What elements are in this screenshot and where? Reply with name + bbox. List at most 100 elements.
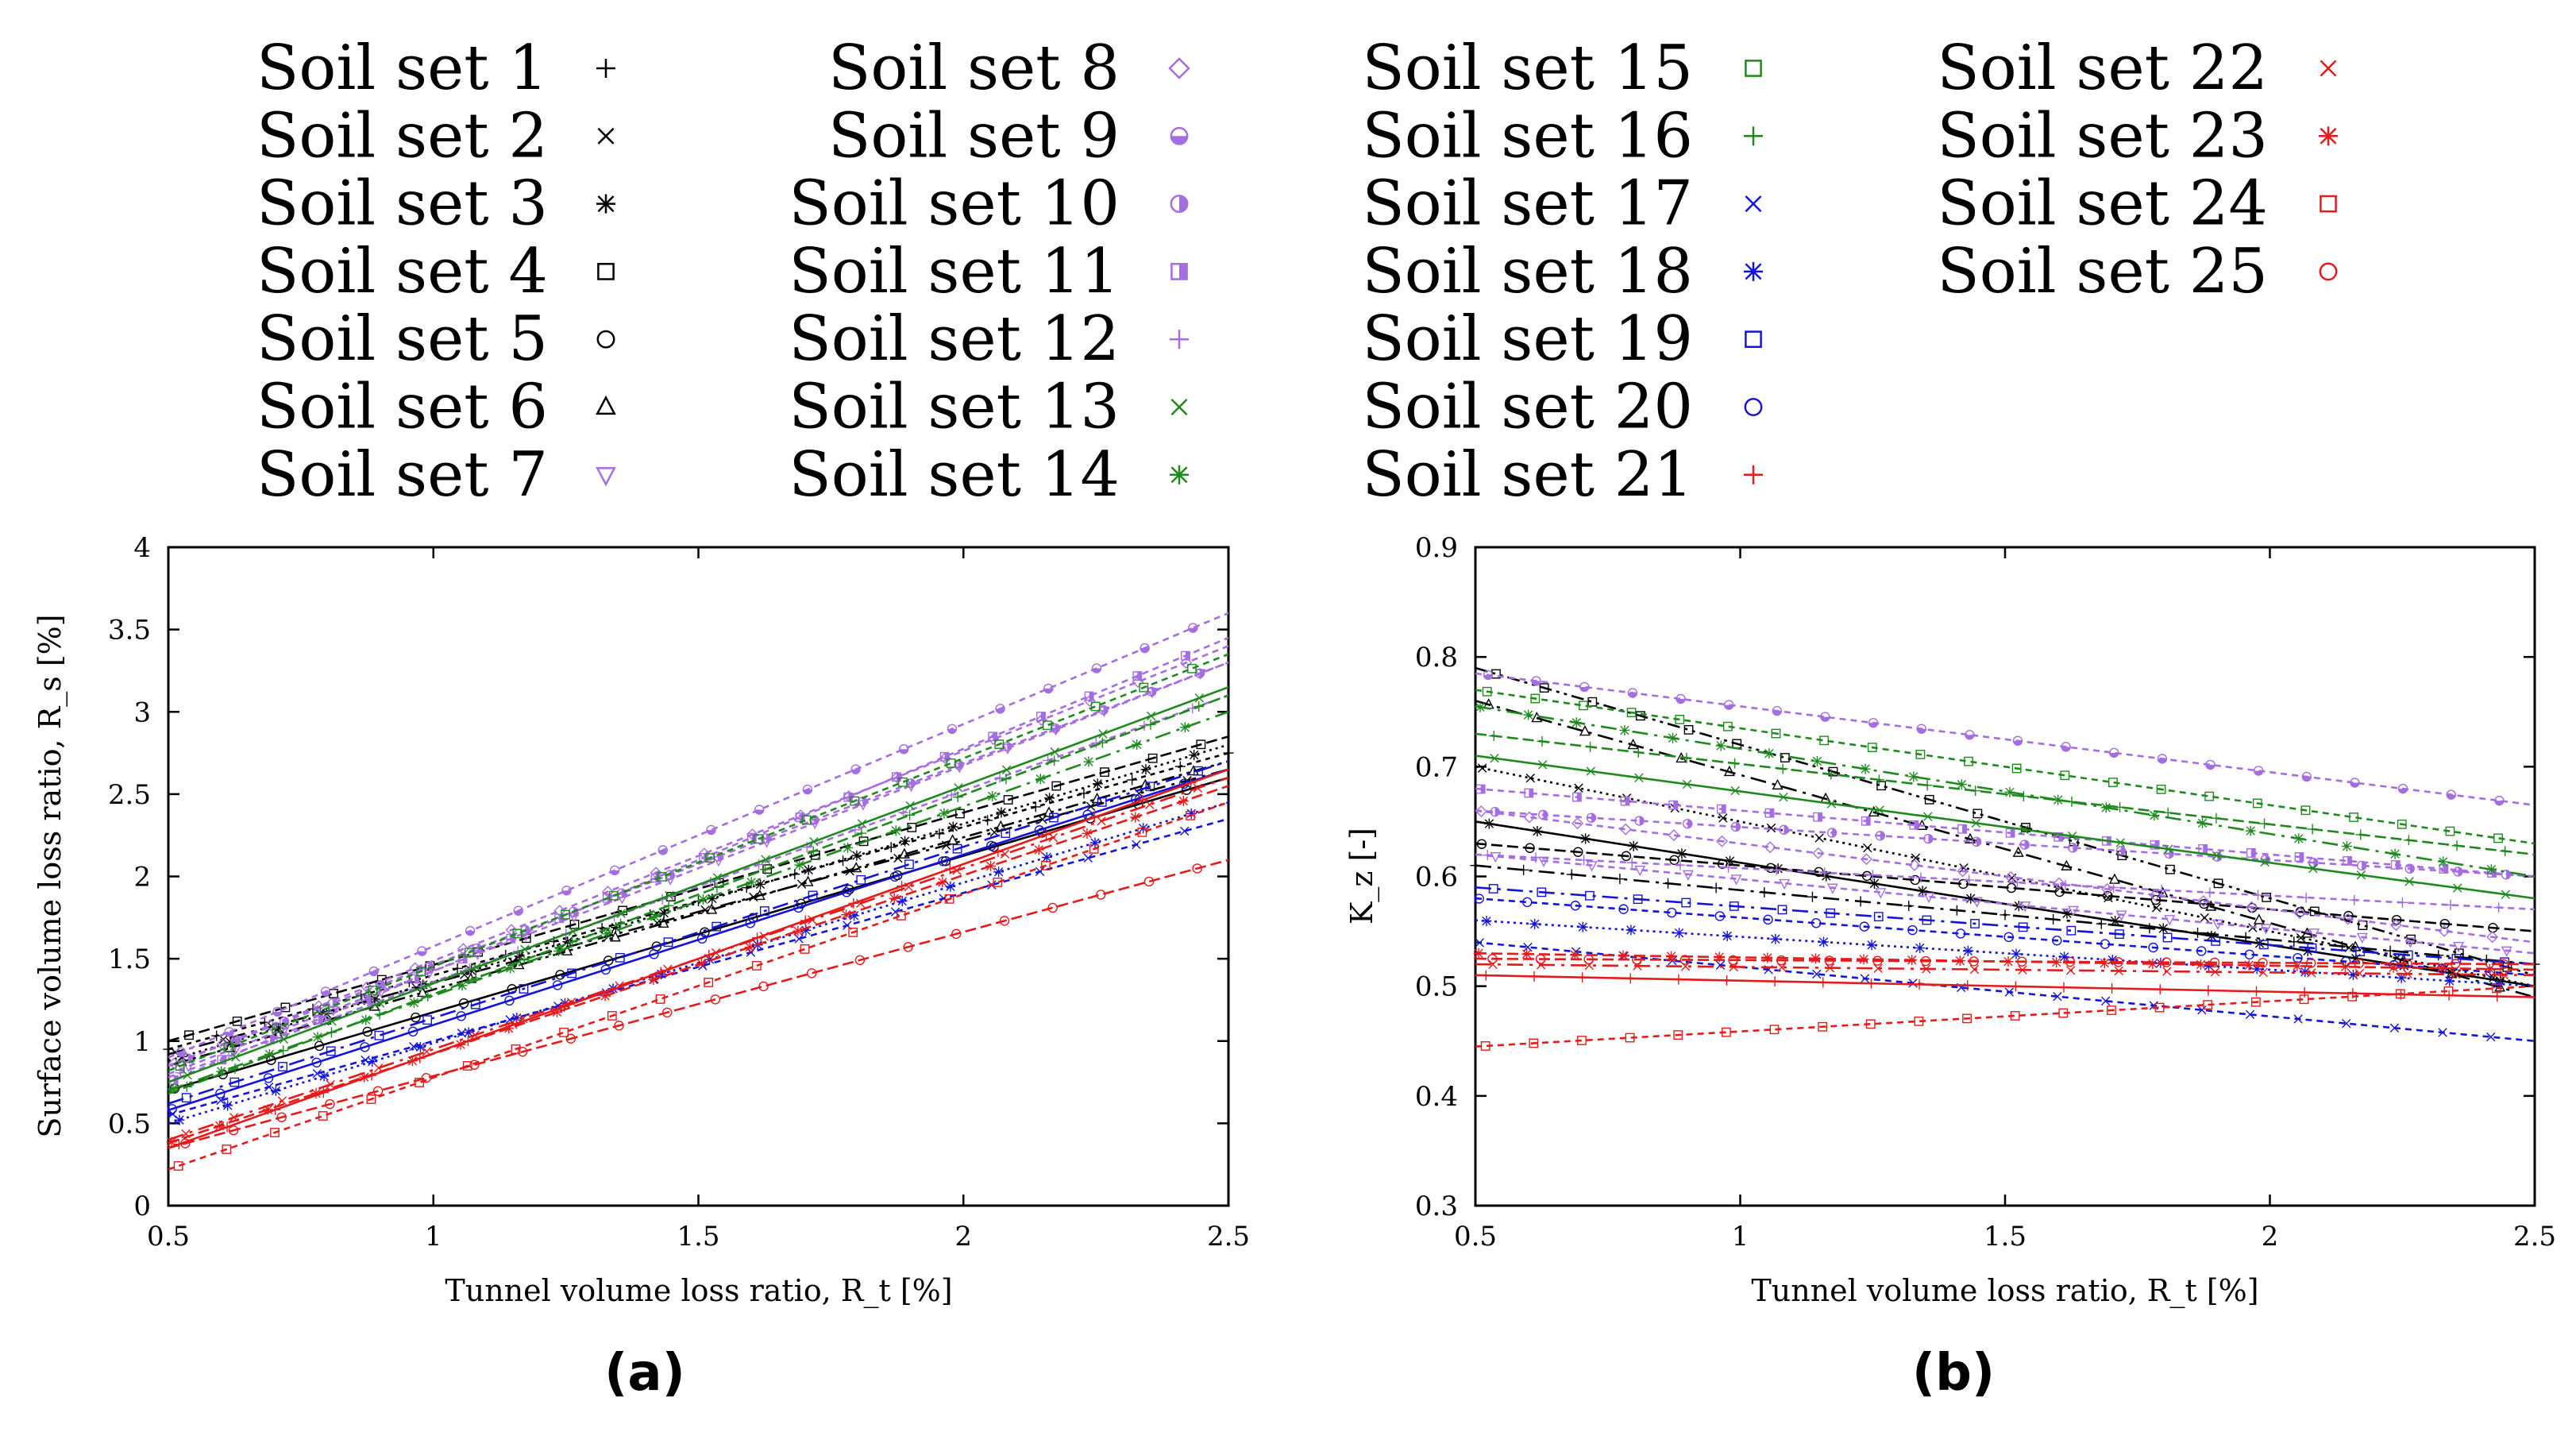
data-point — [800, 944, 810, 954]
data-point — [272, 1006, 283, 1017]
data-point — [1098, 729, 1108, 739]
data-point — [2151, 903, 2161, 913]
data-point — [1570, 901, 1581, 911]
data-point — [2500, 846, 2511, 857]
data-point — [1043, 683, 1054, 694]
data-point — [2061, 859, 2073, 870]
y-tick-label: 0.3 — [1415, 1191, 1458, 1222]
data-point — [657, 917, 669, 928]
data-point — [504, 995, 515, 1006]
data-point — [1180, 656, 1193, 669]
data-point — [1483, 670, 1494, 681]
data-point — [174, 1114, 185, 1125]
data-point — [603, 955, 614, 966]
data-point — [1625, 924, 1637, 936]
data-point — [1860, 974, 1870, 983]
data-point — [214, 1120, 226, 1131]
legend-entry: Soil set 3 — [256, 168, 615, 240]
data-point — [2017, 956, 2027, 967]
data-point — [2446, 789, 2456, 800]
data-point — [1812, 969, 1822, 979]
data-point — [1922, 964, 1931, 974]
data-point — [1146, 711, 1156, 721]
data-point — [995, 704, 1005, 714]
series-12 — [168, 694, 1229, 1079]
data-point — [318, 1071, 330, 1082]
legend-entry-label: Soil set 16 — [1362, 100, 1693, 172]
data-point — [2065, 956, 2076, 967]
data-point — [2485, 864, 2497, 875]
data-point — [1034, 825, 1045, 836]
panel-a-plot-frame — [167, 546, 1230, 1207]
data-point — [1722, 930, 1733, 941]
data-point — [415, 1041, 426, 1052]
data-point — [2438, 1028, 2447, 1037]
data-point — [1779, 824, 1789, 835]
legend-entry: Soil set 13 — [789, 372, 1188, 443]
data-point — [745, 918, 756, 928]
data-point — [1910, 874, 1920, 886]
data-point — [808, 890, 818, 901]
data-point — [1663, 878, 1674, 889]
data-point — [1137, 827, 1147, 837]
data-point — [1082, 828, 1093, 839]
data-point — [1043, 720, 1052, 731]
series-line — [168, 768, 1229, 1149]
data-point — [1572, 792, 1582, 802]
data-point — [760, 864, 771, 875]
data-point — [1470, 860, 1481, 871]
data-point — [1923, 833, 1934, 844]
data-point — [1772, 778, 1784, 790]
data-point — [407, 1056, 418, 1067]
data-point — [1139, 682, 1149, 693]
data-point — [2299, 994, 2309, 1005]
data-point — [1051, 781, 1062, 791]
data-point — [1810, 953, 1821, 964]
data-point — [1490, 851, 1502, 863]
data-point — [1915, 749, 1926, 759]
data-point — [1965, 832, 1976, 843]
data-point — [519, 984, 529, 994]
legend-entry: Soil set 20 — [1362, 372, 1763, 443]
data-point — [561, 909, 571, 920]
panel-a-xlabel: Tunnel volume loss ratio, R_t [%] — [445, 1273, 952, 1309]
series-line — [1475, 705, 2536, 878]
data-point — [1858, 954, 1869, 965]
data-point — [2197, 817, 2208, 828]
series-line — [168, 685, 1229, 1083]
data-point — [1482, 850, 1493, 861]
data-point — [1903, 901, 1915, 912]
data-point — [2443, 986, 2454, 996]
data-point — [615, 918, 626, 929]
data-point — [2347, 991, 2358, 1002]
data-point — [1476, 839, 1487, 849]
legend-entry: Soil set 2 — [256, 100, 615, 172]
data-point — [1718, 813, 1728, 823]
data-point — [2397, 897, 2408, 908]
data-point — [2453, 867, 2463, 877]
data-point — [1682, 818, 1693, 829]
data-point — [1001, 828, 1011, 838]
data-point — [1625, 1033, 1635, 1043]
data-point — [1620, 796, 1630, 806]
data-point — [2010, 1011, 2020, 1021]
data-point — [793, 902, 804, 913]
data-point — [2355, 829, 2366, 840]
data-point — [360, 1042, 370, 1052]
data-point — [1681, 752, 1692, 763]
data-point — [2004, 987, 2015, 997]
data-point — [2196, 959, 2207, 970]
data-point — [2354, 958, 2365, 969]
data-point — [2053, 832, 2064, 842]
data-point — [1861, 816, 1871, 826]
data-point — [376, 979, 386, 990]
data-point — [1962, 945, 1973, 956]
data-point — [905, 778, 916, 789]
data-point — [1144, 800, 1155, 809]
data-point — [904, 859, 914, 870]
data-point — [985, 860, 997, 871]
data-point — [2108, 882, 2119, 893]
data-point — [1876, 781, 1887, 791]
series-8 — [1475, 805, 2536, 944]
